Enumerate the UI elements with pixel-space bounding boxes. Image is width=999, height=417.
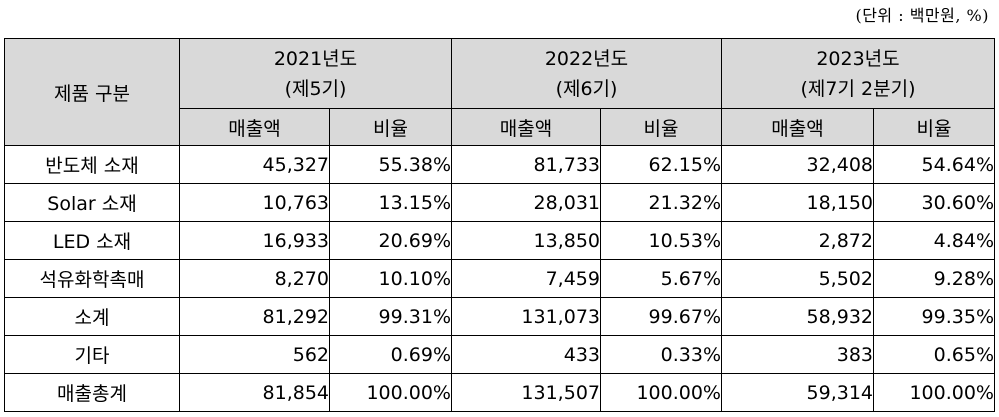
cell-sales: 10,763 (179, 183, 330, 222)
cell-sales: 18,150 (721, 183, 874, 222)
cell-sales: 32,408 (721, 145, 874, 184)
header-sales: 매출액 (451, 108, 601, 146)
row-label: 석유화학촉매 (4, 259, 180, 298)
cell-sales: 81,733 (451, 145, 601, 184)
cell-ratio: 54.64% (873, 145, 995, 184)
cell-ratio: 5.67% (600, 259, 722, 298)
cell-ratio: 10.10% (329, 259, 452, 298)
cell-sales: 131,507 (451, 373, 601, 412)
table-row: 반도체 소재 45,327 55.38% 81,733 62.15% 32,40… (4, 145, 995, 184)
cell-ratio: 13.15% (329, 183, 452, 222)
cell-sales: 8,270 (179, 259, 330, 298)
cell-ratio: 20.69% (329, 221, 452, 260)
header-row-years: 제품 구분 2021년도 (제5기) 2022년도 (제6기) 2023년도 (… (4, 38, 995, 146)
header-product-category: 제품 구분 (4, 38, 180, 146)
header-ratio: 비율 (329, 108, 452, 146)
header-year-label: 2021년도 (273, 47, 358, 70)
header-sales: 매출액 (721, 108, 874, 146)
cell-ratio: 9.28% (873, 259, 995, 298)
cell-sales: 58,932 (721, 297, 874, 336)
row-label: 소계 (4, 297, 180, 336)
table-row: LED 소재 16,933 20.69% 13,850 10.53% 2,872… (4, 221, 995, 260)
cell-sales: 2,872 (721, 221, 874, 260)
cell-sales: 13,850 (451, 221, 601, 260)
cell-sales: 16,933 (179, 221, 330, 260)
cell-ratio: 99.35% (873, 297, 995, 336)
cell-ratio: 55.38% (329, 145, 452, 184)
cell-ratio: 99.67% (600, 297, 722, 336)
header-year-label: 2023년도 (816, 47, 900, 70)
cell-sales: 131,073 (451, 297, 601, 336)
row-label: 매출총계 (4, 373, 180, 412)
row-label: 반도체 소재 (4, 145, 180, 184)
cell-sales: 59,314 (721, 373, 874, 412)
table-row: 석유화학촉매 8,270 10.10% 7,459 5.67% 5,502 9.… (4, 259, 995, 298)
cell-sales: 81,292 (179, 297, 330, 336)
header-row-metrics: 매출액 비율 매출액 비율 매출액 비율 (5, 108, 995, 146)
cell-ratio: 100.00% (329, 373, 452, 412)
cell-ratio: 30.60% (873, 183, 995, 222)
cell-ratio: 99.31% (329, 297, 452, 336)
cell-ratio: 10.53% (600, 221, 722, 260)
unit-note: (단위 : 백만원, %) (855, 6, 989, 25)
cell-sales: 45,327 (179, 145, 330, 184)
row-label: LED 소재 (4, 221, 180, 260)
cell-sales: 28,031 (451, 183, 601, 222)
table-row: 소계 81,292 99.31% 131,073 99.67% 58,932 9… (4, 297, 995, 336)
header-year-2021: 2021년도 (제5기) (179, 38, 452, 109)
cell-ratio: 100.00% (873, 373, 995, 412)
cell-sales: 5,502 (721, 259, 874, 298)
header-sales: 매출액 (179, 108, 330, 146)
table-row: Solar 소재 10,763 13.15% 28,031 21.32% 18,… (4, 183, 995, 222)
sales-by-product-table: 제품 구분 2021년도 (제5기) 2022년도 (제6기) 2023년도 (… (4, 38, 995, 412)
cell-ratio: 21.32% (600, 183, 722, 222)
header-period-label: (제6기) (555, 77, 618, 100)
cell-sales: 433 (451, 335, 601, 374)
cell-sales: 81,854 (179, 373, 330, 412)
header-period-label: (제7기 2분기) (800, 77, 916, 100)
cell-ratio: 0.65% (873, 335, 995, 374)
cell-sales: 383 (721, 335, 874, 374)
header-ratio: 비율 (600, 108, 722, 146)
header-year-2023: 2023년도 (제7기 2분기) (721, 38, 995, 109)
header-year-label: 2022년도 (544, 47, 629, 70)
cell-ratio: 100.00% (600, 373, 722, 412)
cell-ratio: 0.69% (329, 335, 452, 374)
header-year-2022: 2022년도 (제6기) (451, 38, 722, 109)
cell-sales: 7,459 (451, 259, 601, 298)
cell-ratio: 0.33% (600, 335, 722, 374)
header-period-label: (제5기) (284, 77, 347, 100)
cell-ratio: 62.15% (600, 145, 722, 184)
table-row: 매출총계 81,854 100.00% 131,507 100.00% 59,3… (4, 373, 995, 412)
row-label: Solar 소재 (4, 183, 180, 222)
header-ratio: 비율 (873, 108, 995, 146)
cell-sales: 562 (179, 335, 330, 374)
row-label: 기타 (4, 335, 180, 374)
cell-ratio: 4.84% (873, 221, 995, 260)
table-row: 기타 562 0.69% 433 0.33% 383 0.65% (4, 335, 995, 374)
